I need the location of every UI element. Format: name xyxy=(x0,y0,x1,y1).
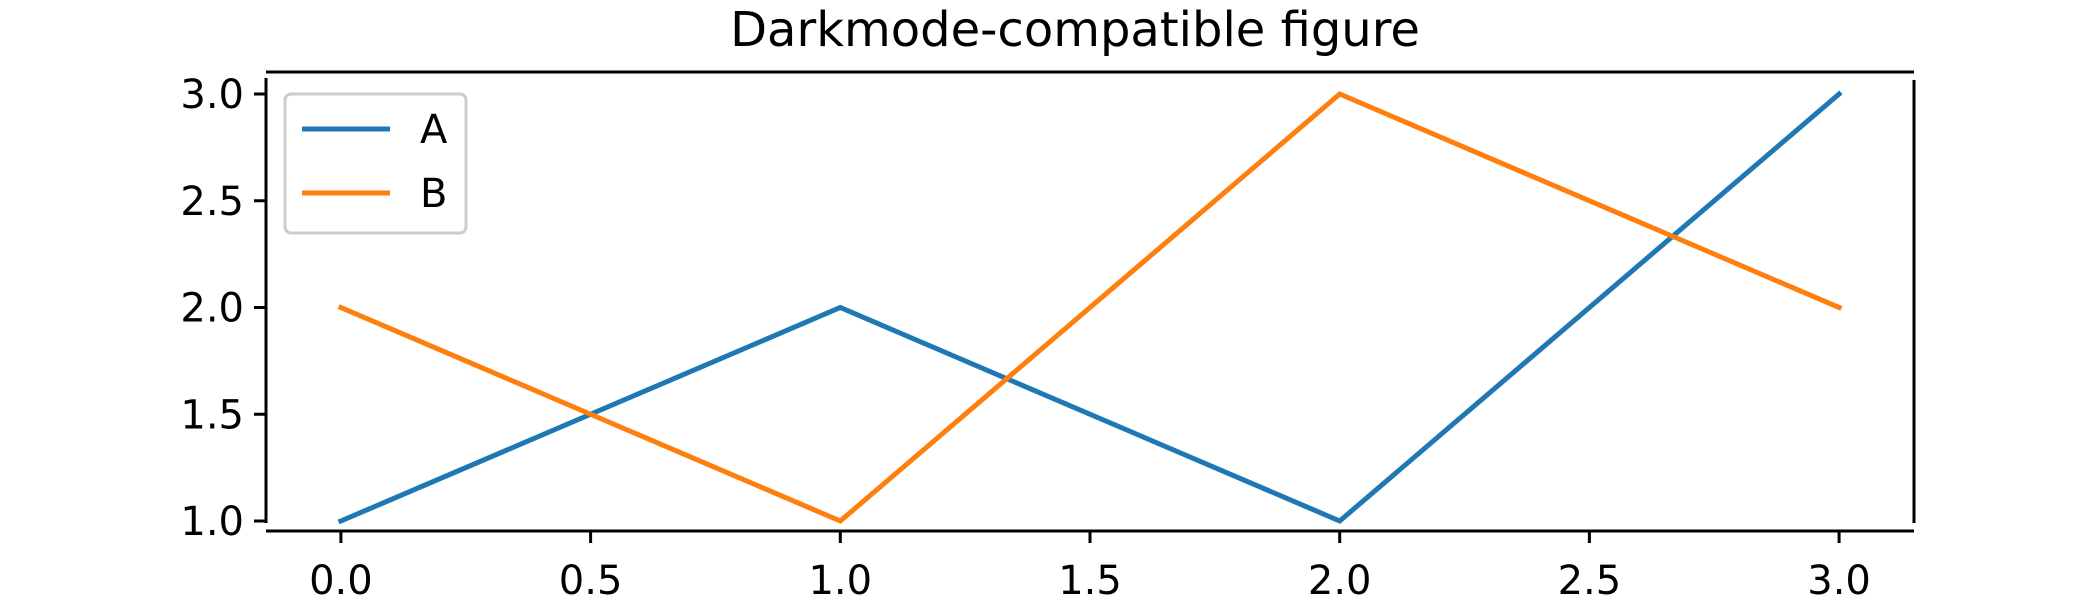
x-tick-label: 0.0 xyxy=(309,558,373,600)
legend-label-b: B xyxy=(420,171,447,217)
y-tick-label: 1.5 xyxy=(180,392,244,438)
x-tick-label: 1.0 xyxy=(808,558,872,600)
y-tick-label: 1.0 xyxy=(180,499,244,545)
chart-title: Darkmode-compatible figure xyxy=(730,2,1420,58)
y-tick-label: 2.0 xyxy=(180,286,244,332)
series-layer xyxy=(337,90,1843,525)
legend: AB xyxy=(283,92,468,235)
x-tick-label: 3.0 xyxy=(1807,558,1871,600)
legend-label-a: A xyxy=(420,107,448,153)
x-tick-label: 1.5 xyxy=(1058,558,1122,600)
series-line-b xyxy=(337,91,1843,524)
x-tick-label: 2.0 xyxy=(1308,558,1372,600)
axes: 0.0 0.5 1.0 1.5 2.0 2.5 3.0 1.0 1.5 2.0 2.5 3.0 xyxy=(180,70,1916,600)
x-tick-label: 0.5 xyxy=(559,558,623,600)
y-tick-label: 3.0 xyxy=(180,72,244,118)
y-tick-label: 2.5 xyxy=(180,179,244,225)
x-tick-label: 2.5 xyxy=(1558,558,1622,600)
